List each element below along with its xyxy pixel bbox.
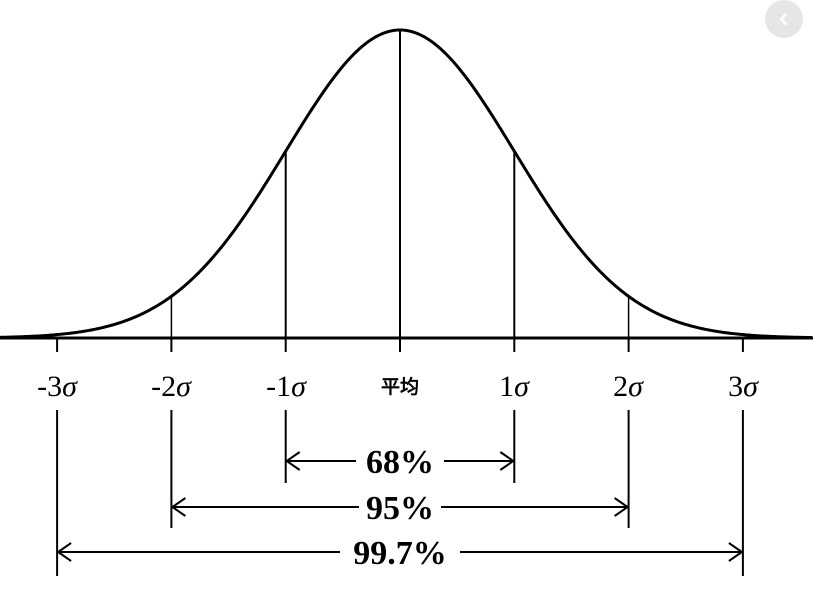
tick-label-mean: 平均: [381, 375, 419, 398]
interval-label: 99.7%: [353, 535, 447, 572]
bell-curve: [0, 28, 813, 340]
interval-2: 95%: [170, 410, 630, 528]
tick-label-neg1: -1σ: [266, 370, 307, 403]
arrowhead-right: [614, 497, 630, 517]
interval-label: 95%: [366, 490, 434, 527]
curve-layer: [0, 28, 813, 340]
chevron-left-icon: [779, 12, 788, 26]
axis-layer: [0, 336, 813, 352]
tick-label-pos3: 3σ: [728, 370, 759, 403]
interval-3: 99.7%: [56, 410, 744, 576]
interval-1: 68%: [284, 410, 516, 483]
tick-label-pos1: 1σ: [499, 370, 530, 403]
tick-label-neg2: -2σ: [151, 370, 192, 403]
arrowhead-left: [284, 451, 301, 471]
arrowhead-right: [499, 451, 516, 471]
back-button[interactable]: [765, 0, 803, 38]
interval-label: 68%: [366, 444, 434, 481]
arrowhead-left: [170, 497, 186, 517]
interval-arrows: 68% 95% 99.7%: [56, 410, 744, 576]
tick-labels: -3σ -2σ -1σ 平均 1σ 2σ 3σ: [37, 370, 759, 403]
arrowhead-left: [56, 542, 72, 562]
tick-label-neg3: -3σ: [37, 370, 78, 403]
tick-label-pos2: 2σ: [613, 370, 644, 403]
arrowhead-right: [728, 542, 744, 562]
